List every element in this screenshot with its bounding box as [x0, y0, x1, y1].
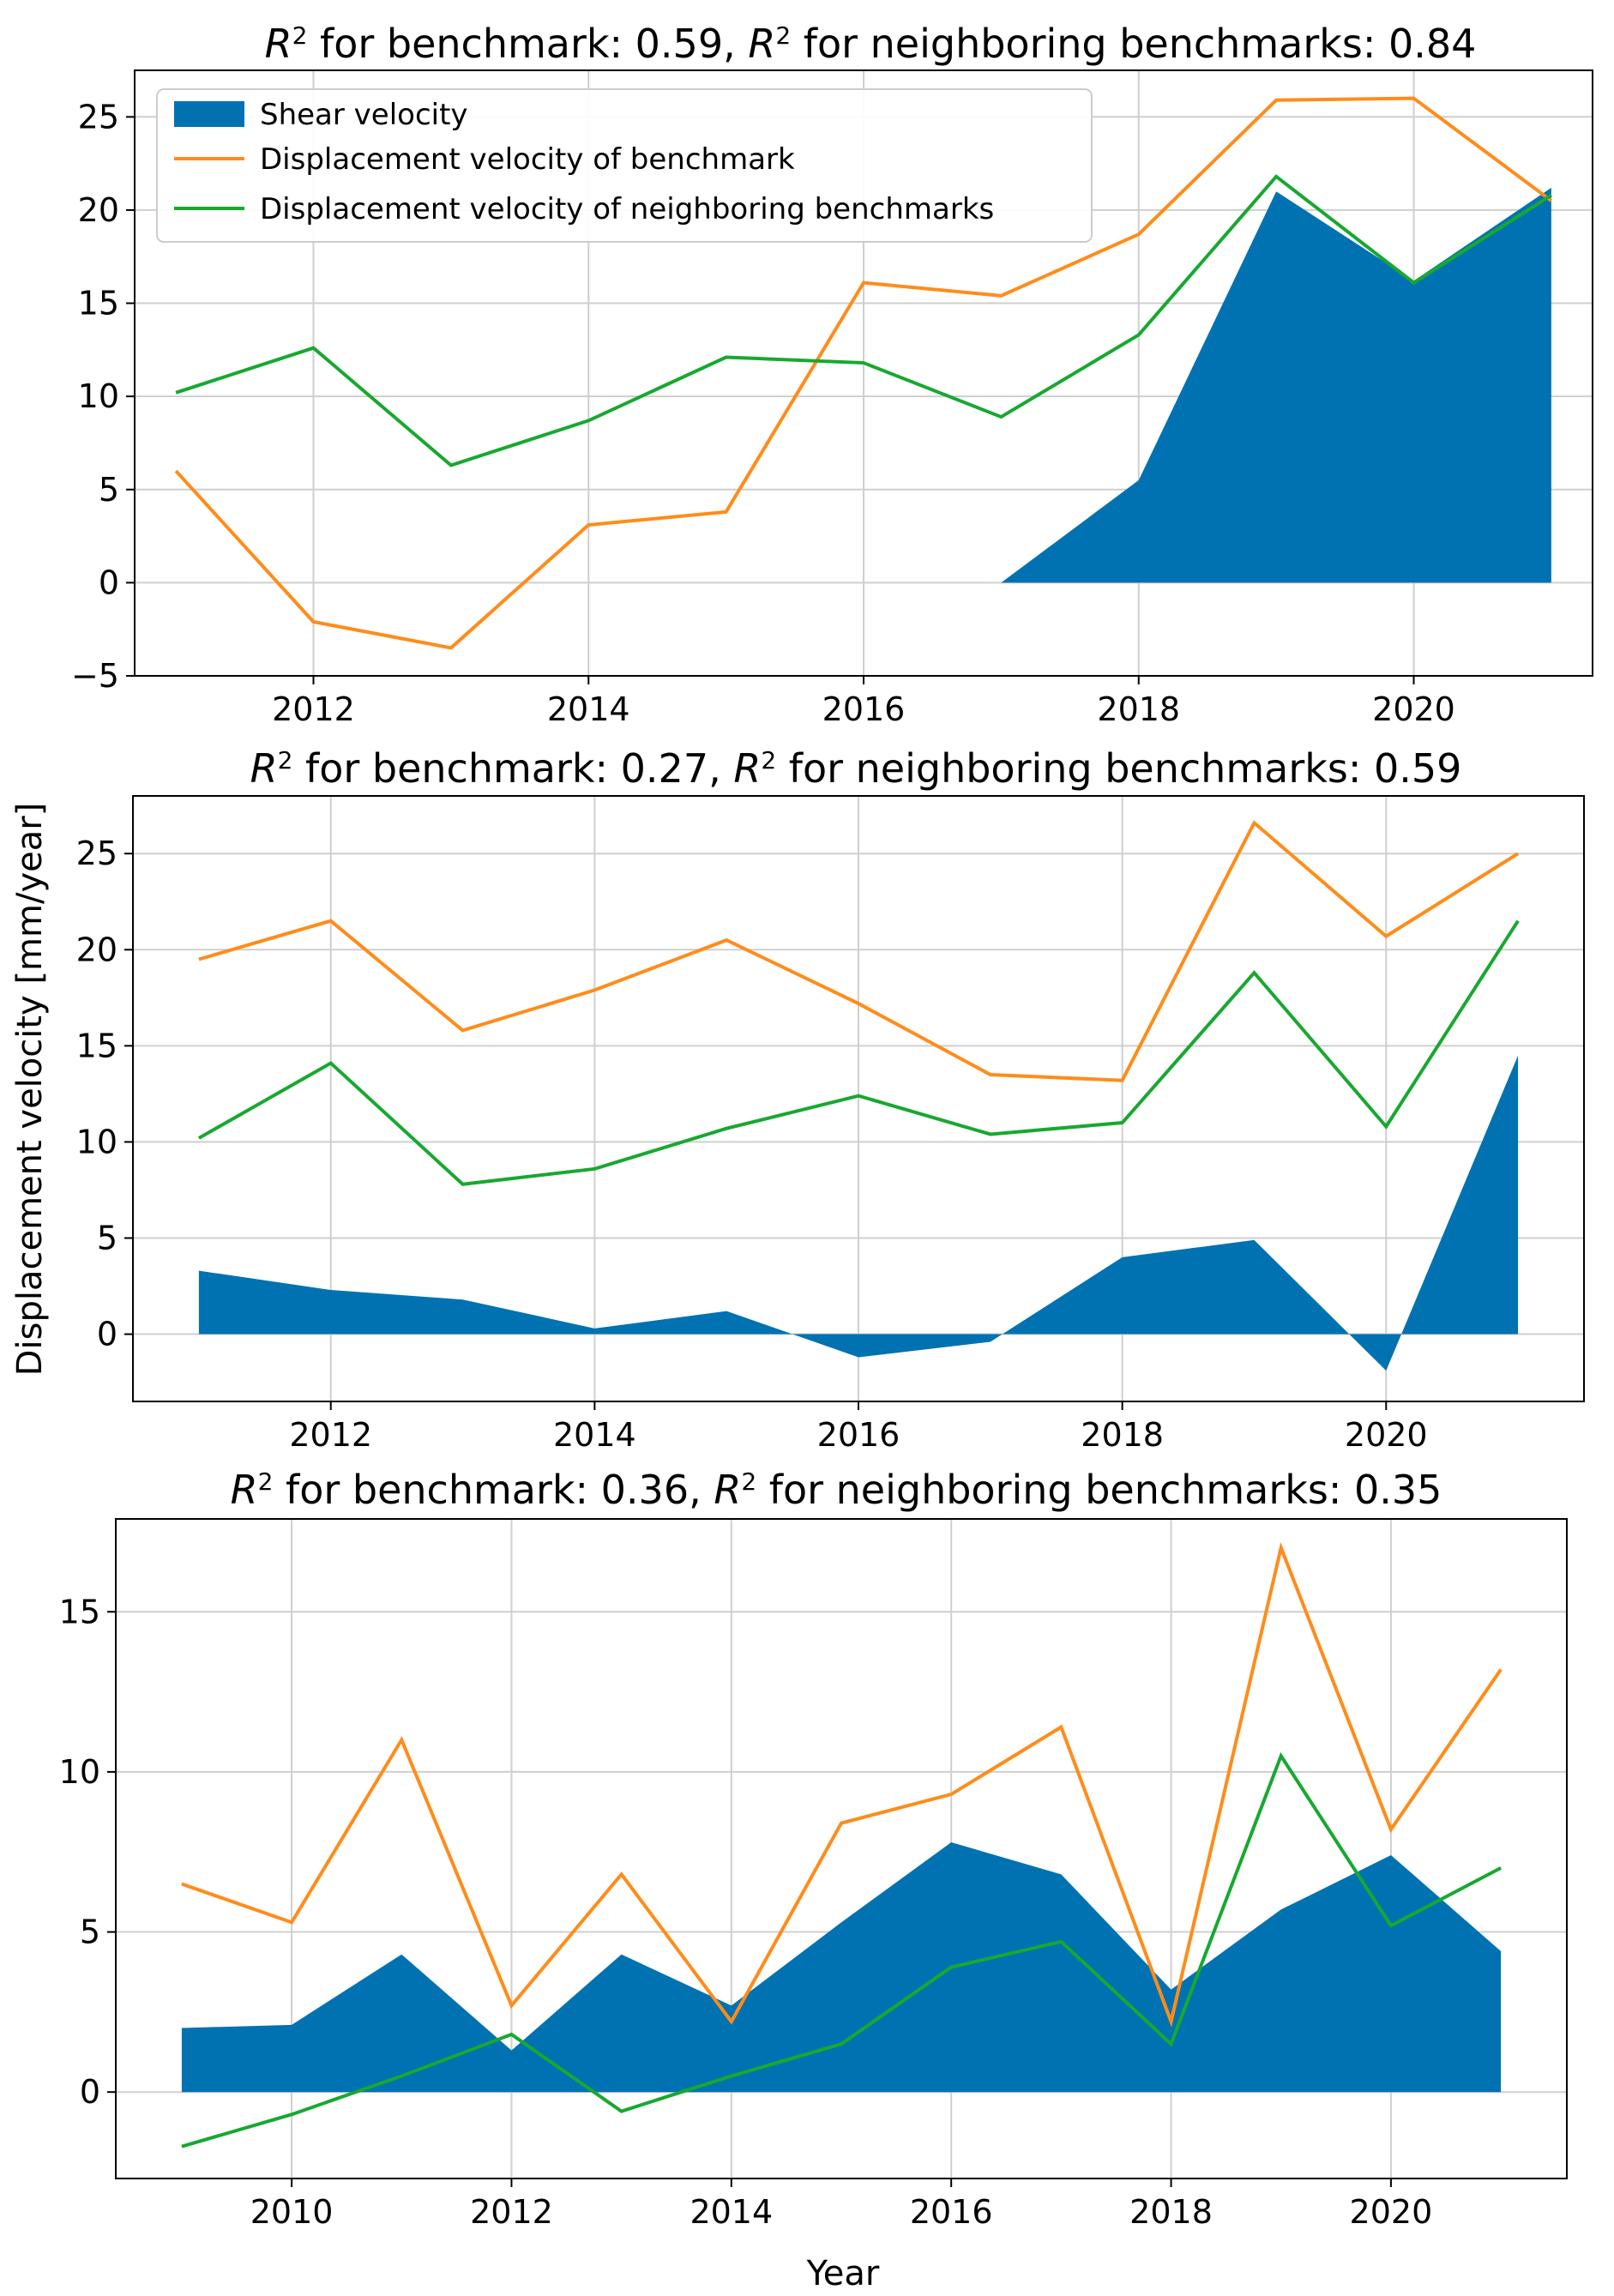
panel-2-ytick-label-20: 20 — [76, 931, 117, 968]
panel-2-ytick-label-15: 15 — [76, 1027, 117, 1064]
panel-2-xtick-label-2018: 2018 — [1081, 1416, 1164, 1454]
panel-2-xtick-label-2014: 2014 — [553, 1416, 636, 1454]
legend-label-benchmark: Displacement velocity of benchmark — [260, 142, 795, 177]
panel-3-ticks: 2010 2012 2014 2016 2018 2020 0 5 10 15 — [59, 1593, 1433, 2231]
y-axis-label: Displacement velocity [mm/year] — [10, 803, 50, 1377]
panel-1-shear-area — [1001, 187, 1551, 583]
legend-swatch-shear — [174, 101, 244, 127]
panel-2-shear-area — [198, 1055, 1519, 1371]
panel-1-xtick-label-2014: 2014 — [547, 690, 630, 728]
legend-label-shear: Shear velocity — [260, 98, 468, 132]
panel-2-lines — [197, 820, 1520, 1186]
panel-1-frame — [134, 69, 1593, 677]
panel-3-ytick-label-15: 15 — [59, 1593, 100, 1630]
panel-1-ytick-label-25: 25 — [78, 98, 119, 136]
panel-1-ytick-label-5: 5 — [99, 471, 119, 509]
panel-3-ytick-label-5: 5 — [80, 1913, 100, 1951]
panel-1-xtick-label-2018: 2018 — [1097, 690, 1180, 728]
panel-3-xtick-label-2014: 2014 — [690, 2193, 773, 2231]
x-axis-label: Year — [806, 2254, 880, 2293]
legend-label-neighbors: Displacement velocity of neighboring ben… — [260, 192, 994, 226]
panel-3-neighbors-line — [181, 1751, 1503, 2148]
chart-panel-1: R2 for benchmark: 0.59, R2 for neighbori… — [71, 21, 1593, 728]
panel-1-ytick-label--5: −5 — [71, 657, 119, 695]
panel-3-shear-velocity-area — [181, 1842, 1502, 2093]
panel-3-frame — [115, 1518, 1568, 2179]
panel-2-benchmark-line — [198, 820, 1520, 1082]
panel-1-ytick-label-15: 15 — [78, 285, 119, 322]
panel-3-xtick-label-2012: 2012 — [470, 2193, 553, 2231]
panel-3-shear-area — [181, 1842, 1502, 2093]
panel-1-neighbors-line — [175, 174, 1552, 467]
panel-1-ytick-label-20: 20 — [78, 191, 119, 229]
panel-3-ytick-label-10: 10 — [59, 1753, 100, 1791]
panel-2-ticks: 2012 2014 2016 2018 2020 0 5 10 15 20 25 — [76, 835, 1428, 1454]
panel-3-xtick-label-2010: 2010 — [250, 2193, 334, 2231]
panel-1-shear-velocity-area — [1001, 187, 1551, 583]
panel-3-xtick-label-2016: 2016 — [910, 2193, 993, 2231]
panel-1-ytick-label-10: 10 — [78, 377, 119, 415]
panel-1-xtick-label-2012: 2012 — [272, 690, 355, 728]
panel-3-title: R2 for benchmark: 0.36, R2 for neighbori… — [231, 1467, 1442, 1513]
chart-panel-3: R2 for benchmark: 0.36, R2 for neighbori… — [59, 1467, 1568, 2231]
panel-2-xtick-label-2016: 2016 — [817, 1416, 900, 1454]
panel-2-title: R2 for benchmark: 0.27, R2 for neighbori… — [250, 745, 1462, 792]
chart-panel-2: R2 for benchmark: 0.27, R2 for neighbori… — [76, 745, 1585, 1454]
panel-2-shear-velocity-area — [198, 1055, 1519, 1371]
panel-2-xtick-label-2020: 2020 — [1345, 1416, 1428, 1454]
panel-2-ytick-label-5: 5 — [97, 1219, 117, 1256]
panel-3-xtick-label-2018: 2018 — [1129, 2193, 1213, 2231]
panel-2-ytick-label-25: 25 — [76, 835, 117, 872]
panel-1-title: R2 for benchmark: 0.59, R2 for neighbori… — [265, 21, 1477, 67]
panel-1-lines — [174, 96, 1553, 650]
panel-2-frame — [132, 795, 1585, 1402]
panel-3-benchmark-line — [181, 1541, 1503, 2028]
panel-1-xtick-label-2016: 2016 — [822, 690, 906, 728]
panel-1-ticks: 2012 2014 2016 2018 2020 −5 0 5 10 15 20 25 — [71, 98, 1455, 728]
panel-3-ytick-label-0: 0 — [80, 2073, 100, 2111]
legend-box — [156, 88, 1093, 243]
panel-1-ytick-label-0: 0 — [99, 563, 119, 601]
panel-1-xtick-label-2020: 2020 — [1372, 690, 1455, 728]
panel-3-xtick-label-2020: 2020 — [1350, 2193, 1433, 2231]
legend: Shear velocity Displacement velocity of … — [156, 88, 1093, 243]
panel-2-xtick-label-2012: 2012 — [289, 1416, 372, 1454]
panel-3-lines — [181, 1541, 1503, 2148]
panel-1-benchmark-line — [174, 96, 1553, 650]
panel-2-neighbors-line — [197, 919, 1520, 1186]
panel-2-ytick-label-10: 10 — [76, 1123, 117, 1160]
panel-2-ytick-label-0: 0 — [97, 1316, 117, 1353]
